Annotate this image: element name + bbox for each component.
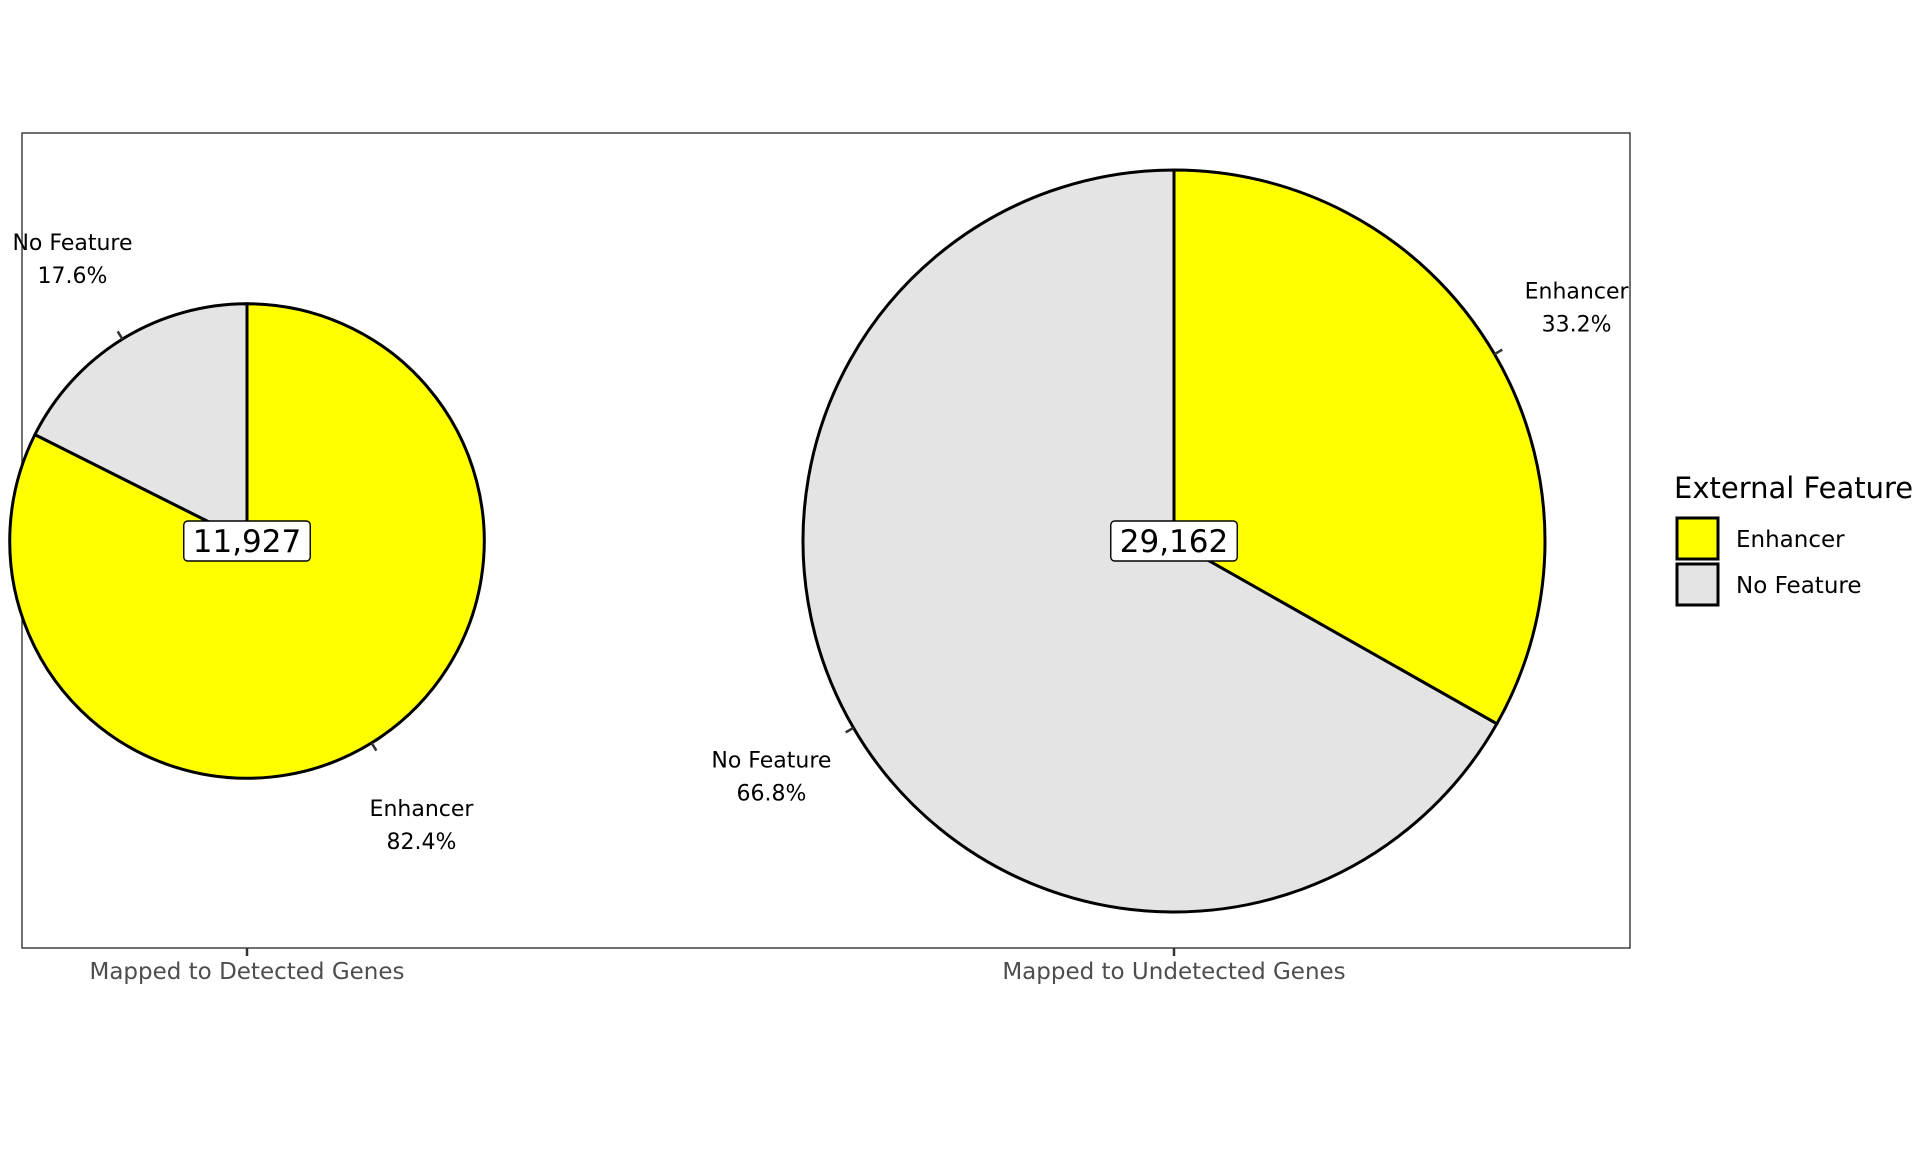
x-axis: Mapped to Detected Genes Mapped to Undete…: [89, 948, 1345, 985]
slice-label-mapped-to-undetected-genes-no-feature: No Feature: [711, 749, 831, 774]
slice-label-mapped-to-detected-genes-no-feature: No Feature: [12, 231, 132, 256]
x-tick-label-mapped-to-detected-genes: Mapped to Detected Genes: [89, 959, 404, 985]
legend-key-no-feature: [1677, 564, 1718, 605]
slice-label-mapped-to-undetected-genes-enhancer: Enhancer: [1525, 279, 1630, 304]
total-label-mapped-to-detected-genes: 11,927: [184, 521, 310, 561]
total-label-mapped-to-undetected-genes: 29,162: [1111, 521, 1237, 561]
total-value-mapped-to-detected-genes: 11,927: [193, 524, 301, 560]
total-value-mapped-to-undetected-genes: 29,162: [1120, 524, 1228, 560]
slice-percent-mapped-to-undetected-genes-no-feature: 66.8%: [736, 782, 806, 807]
slice-percent-mapped-to-undetected-genes-enhancer: 33.2%: [1542, 312, 1612, 337]
legend-label-no-feature: No Feature: [1736, 573, 1862, 599]
slice-label-mapped-to-detected-genes-enhancer: Enhancer: [370, 797, 475, 822]
legend-label-enhancer: Enhancer: [1736, 527, 1845, 553]
legend: External Feature Enhancer No Feature: [1674, 471, 1913, 605]
slice-percent-mapped-to-detected-genes-no-feature: 17.6%: [38, 264, 108, 289]
x-tick-label-mapped-to-undetected-genes: Mapped to Undetected Genes: [1002, 959, 1345, 985]
legend-key-enhancer: [1677, 518, 1718, 559]
slice-percent-mapped-to-detected-genes-enhancer: 82.4%: [387, 830, 457, 855]
legend-title: External Feature: [1674, 471, 1913, 505]
